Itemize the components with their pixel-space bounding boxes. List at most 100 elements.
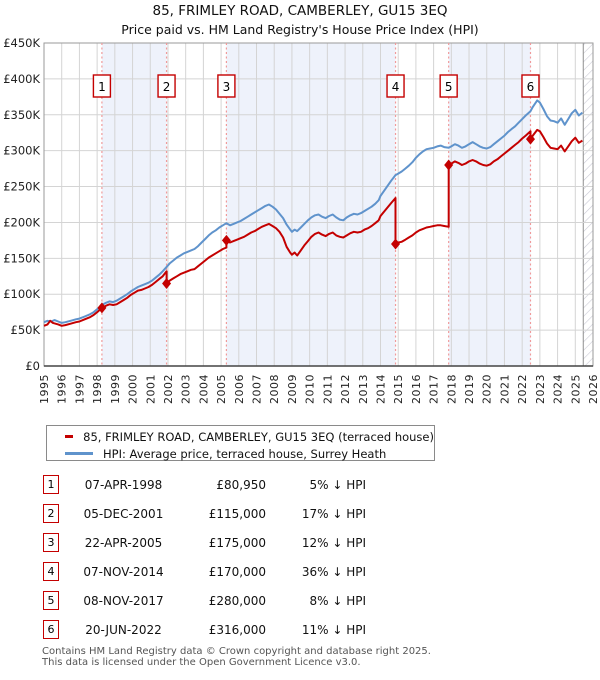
sale-date: 05-DEC-2001: [83, 506, 164, 521]
sale-number-badge: 4: [43, 562, 59, 581]
license-footer: Contains HM Land Registry data © Crown c…: [42, 646, 431, 668]
sale-price: £175,000: [208, 535, 266, 550]
x-tick-label: 1995: [38, 374, 51, 404]
price-paid-line: [43, 128, 583, 327]
sale-date: 20-JUN-2022: [85, 622, 162, 637]
x-tick-label: 2009: [286, 374, 299, 404]
sale-number-box-label: 4: [392, 80, 400, 94]
sale-number-box-label: 6: [527, 80, 535, 94]
x-tick-label: 2016: [410, 374, 423, 404]
x-tick-label: 2018: [445, 374, 458, 404]
sale-date: 07-NOV-2014: [83, 564, 164, 579]
x-tick-label: 2002: [162, 374, 175, 404]
sale-number-box-label: 3: [223, 80, 231, 94]
ownership-band: [101, 43, 167, 366]
sale-hpi-diff: 5% ↓ HPI: [309, 477, 366, 492]
sale-marker: [97, 302, 107, 314]
x-tick-label: 2014: [374, 374, 387, 404]
y-tick-label: £450K: [3, 36, 40, 50]
sale-row: 5 08-NOV-2017 £280,000 8% ↓ HPI: [43, 586, 373, 615]
sale-price: £316,000: [208, 622, 266, 637]
sale-marker: [221, 234, 231, 246]
price-paid-series-swatch: [65, 435, 74, 438]
x-tick-label: 2022: [516, 374, 529, 404]
sale-marker: [525, 133, 535, 145]
sale-marker: [162, 277, 172, 289]
y-tick-label: £200K: [3, 215, 40, 229]
x-tick-label: 2008: [268, 374, 281, 404]
sale-number-badge: 6: [43, 620, 59, 639]
sale-row: 4 07-NOV-2014 £170,000 36% ↓ HPI: [43, 557, 373, 586]
sale-row: 1 07-APR-1998 £80,950 5% ↓ HPI: [43, 470, 373, 499]
sale-number-box: [92, 74, 112, 98]
sale-number-box-label: 1: [98, 80, 106, 94]
footer-line-2: This data is licensed under the Open Gov…: [42, 657, 361, 668]
title-block: 85, FRIMLEY ROAD, CAMBERLEY, GU15 3EQ Pr…: [0, 3, 600, 37]
x-tick-label: 2025: [569, 374, 582, 404]
x-tick-label: 2024: [552, 374, 565, 404]
x-tick-label: 2015: [392, 374, 405, 404]
hpi-series-label: HPI: Average price, terraced house, Surr…: [103, 446, 387, 461]
ownership-band: [226, 43, 396, 366]
sale-hpi-diff: 36% ↓ HPI: [301, 564, 366, 579]
sale-date: 08-NOV-2017: [83, 593, 164, 608]
y-tick-label: £400K: [3, 72, 40, 86]
sale-price: £280,000: [208, 593, 266, 608]
sale-hpi-diff: 17% ↓ HPI: [301, 506, 366, 521]
legend-item-price-paid: 85, FRIMLEY ROAD, CAMBERLEY, GU15 3EQ (t…: [65, 428, 434, 445]
ownership-band: [448, 43, 531, 366]
y-tick-label: £250K: [3, 180, 40, 194]
price-history-chart: 1 2 3 4 5 6 £0 £50K £100K £150K £200K £250K £300K £35…: [3, 36, 600, 404]
sale-marker: [444, 159, 454, 171]
sale-price: £170,000: [208, 564, 266, 579]
x-tick-label: 2026: [587, 374, 600, 404]
x-tick-label: 2011: [321, 374, 334, 404]
sale-row: 2 05-DEC-2001 £115,000 17% ↓ HPI: [43, 499, 373, 528]
page-title: 85, FRIMLEY ROAD, CAMBERLEY, GU15 3EQ: [152, 3, 448, 19]
x-tick-label: 2005: [215, 374, 228, 404]
x-tick-label: 2000: [127, 374, 140, 404]
y-tick-label: £50K: [11, 323, 41, 337]
y-tick-label: £0: [25, 359, 40, 373]
sale-price: £115,000: [208, 506, 266, 521]
future-region: [583, 43, 593, 366]
y-tick-label: £100K: [3, 287, 40, 301]
sale-price: £80,950: [216, 477, 266, 492]
x-tick-label: 1999: [109, 374, 122, 404]
sales-table: 1 07-APR-1998 £80,950 5% ↓ HPI 2 05-DEC-2001 £…: [43, 470, 373, 644]
x-tick-label: 2020: [481, 374, 494, 404]
sale-row: 6 20-JUN-2022 £316,000 11% ↓ HPI: [43, 615, 373, 644]
sale-hpi-diff: 8% ↓ HPI: [309, 593, 366, 608]
x-tick-label: 2012: [339, 374, 352, 404]
y-tick-label: £350K: [3, 108, 40, 122]
sale-number-box: [521, 74, 540, 98]
x-tick-label: 2017: [428, 374, 441, 404]
x-tick-label: 2013: [357, 374, 370, 404]
footer-line-1: Contains HM Land Registry data © Crown c…: [42, 646, 431, 657]
x-tick-label: 2023: [534, 374, 547, 404]
x-tick-label: 1997: [73, 374, 86, 404]
x-tick-label: 2006: [233, 374, 246, 404]
sale-number-box: [439, 74, 458, 98]
sale-number-box: [157, 74, 176, 98]
sale-date: 07-APR-1998: [84, 477, 163, 492]
sale-hpi-diff: 11% ↓ HPI: [301, 622, 366, 637]
x-tick-label: 2003: [180, 374, 193, 404]
x-tick-label: 2019: [463, 374, 476, 404]
sale-date: 22-APR-2005: [84, 535, 163, 550]
sale-marker: [391, 238, 401, 250]
sale-hpi-diff: 12% ↓ HPI: [301, 535, 366, 550]
sale-number-badge: 2: [43, 504, 59, 523]
hpi-series-swatch: [65, 452, 93, 455]
sale-number-badge: 3: [43, 533, 59, 552]
sale-number-badge: 5: [43, 591, 59, 610]
x-tick-label: 2021: [498, 374, 511, 404]
sale-number-box-label: 5: [445, 80, 453, 94]
hpi-line: [43, 99, 584, 324]
y-tick-label: £150K: [3, 251, 40, 265]
sale-row: 3 22-APR-2005 £175,000 12% ↓ HPI: [43, 528, 373, 557]
y-tick-label: £300K: [3, 144, 40, 158]
x-tick-label: 1996: [56, 374, 69, 404]
x-tick-label: 1998: [91, 374, 104, 404]
